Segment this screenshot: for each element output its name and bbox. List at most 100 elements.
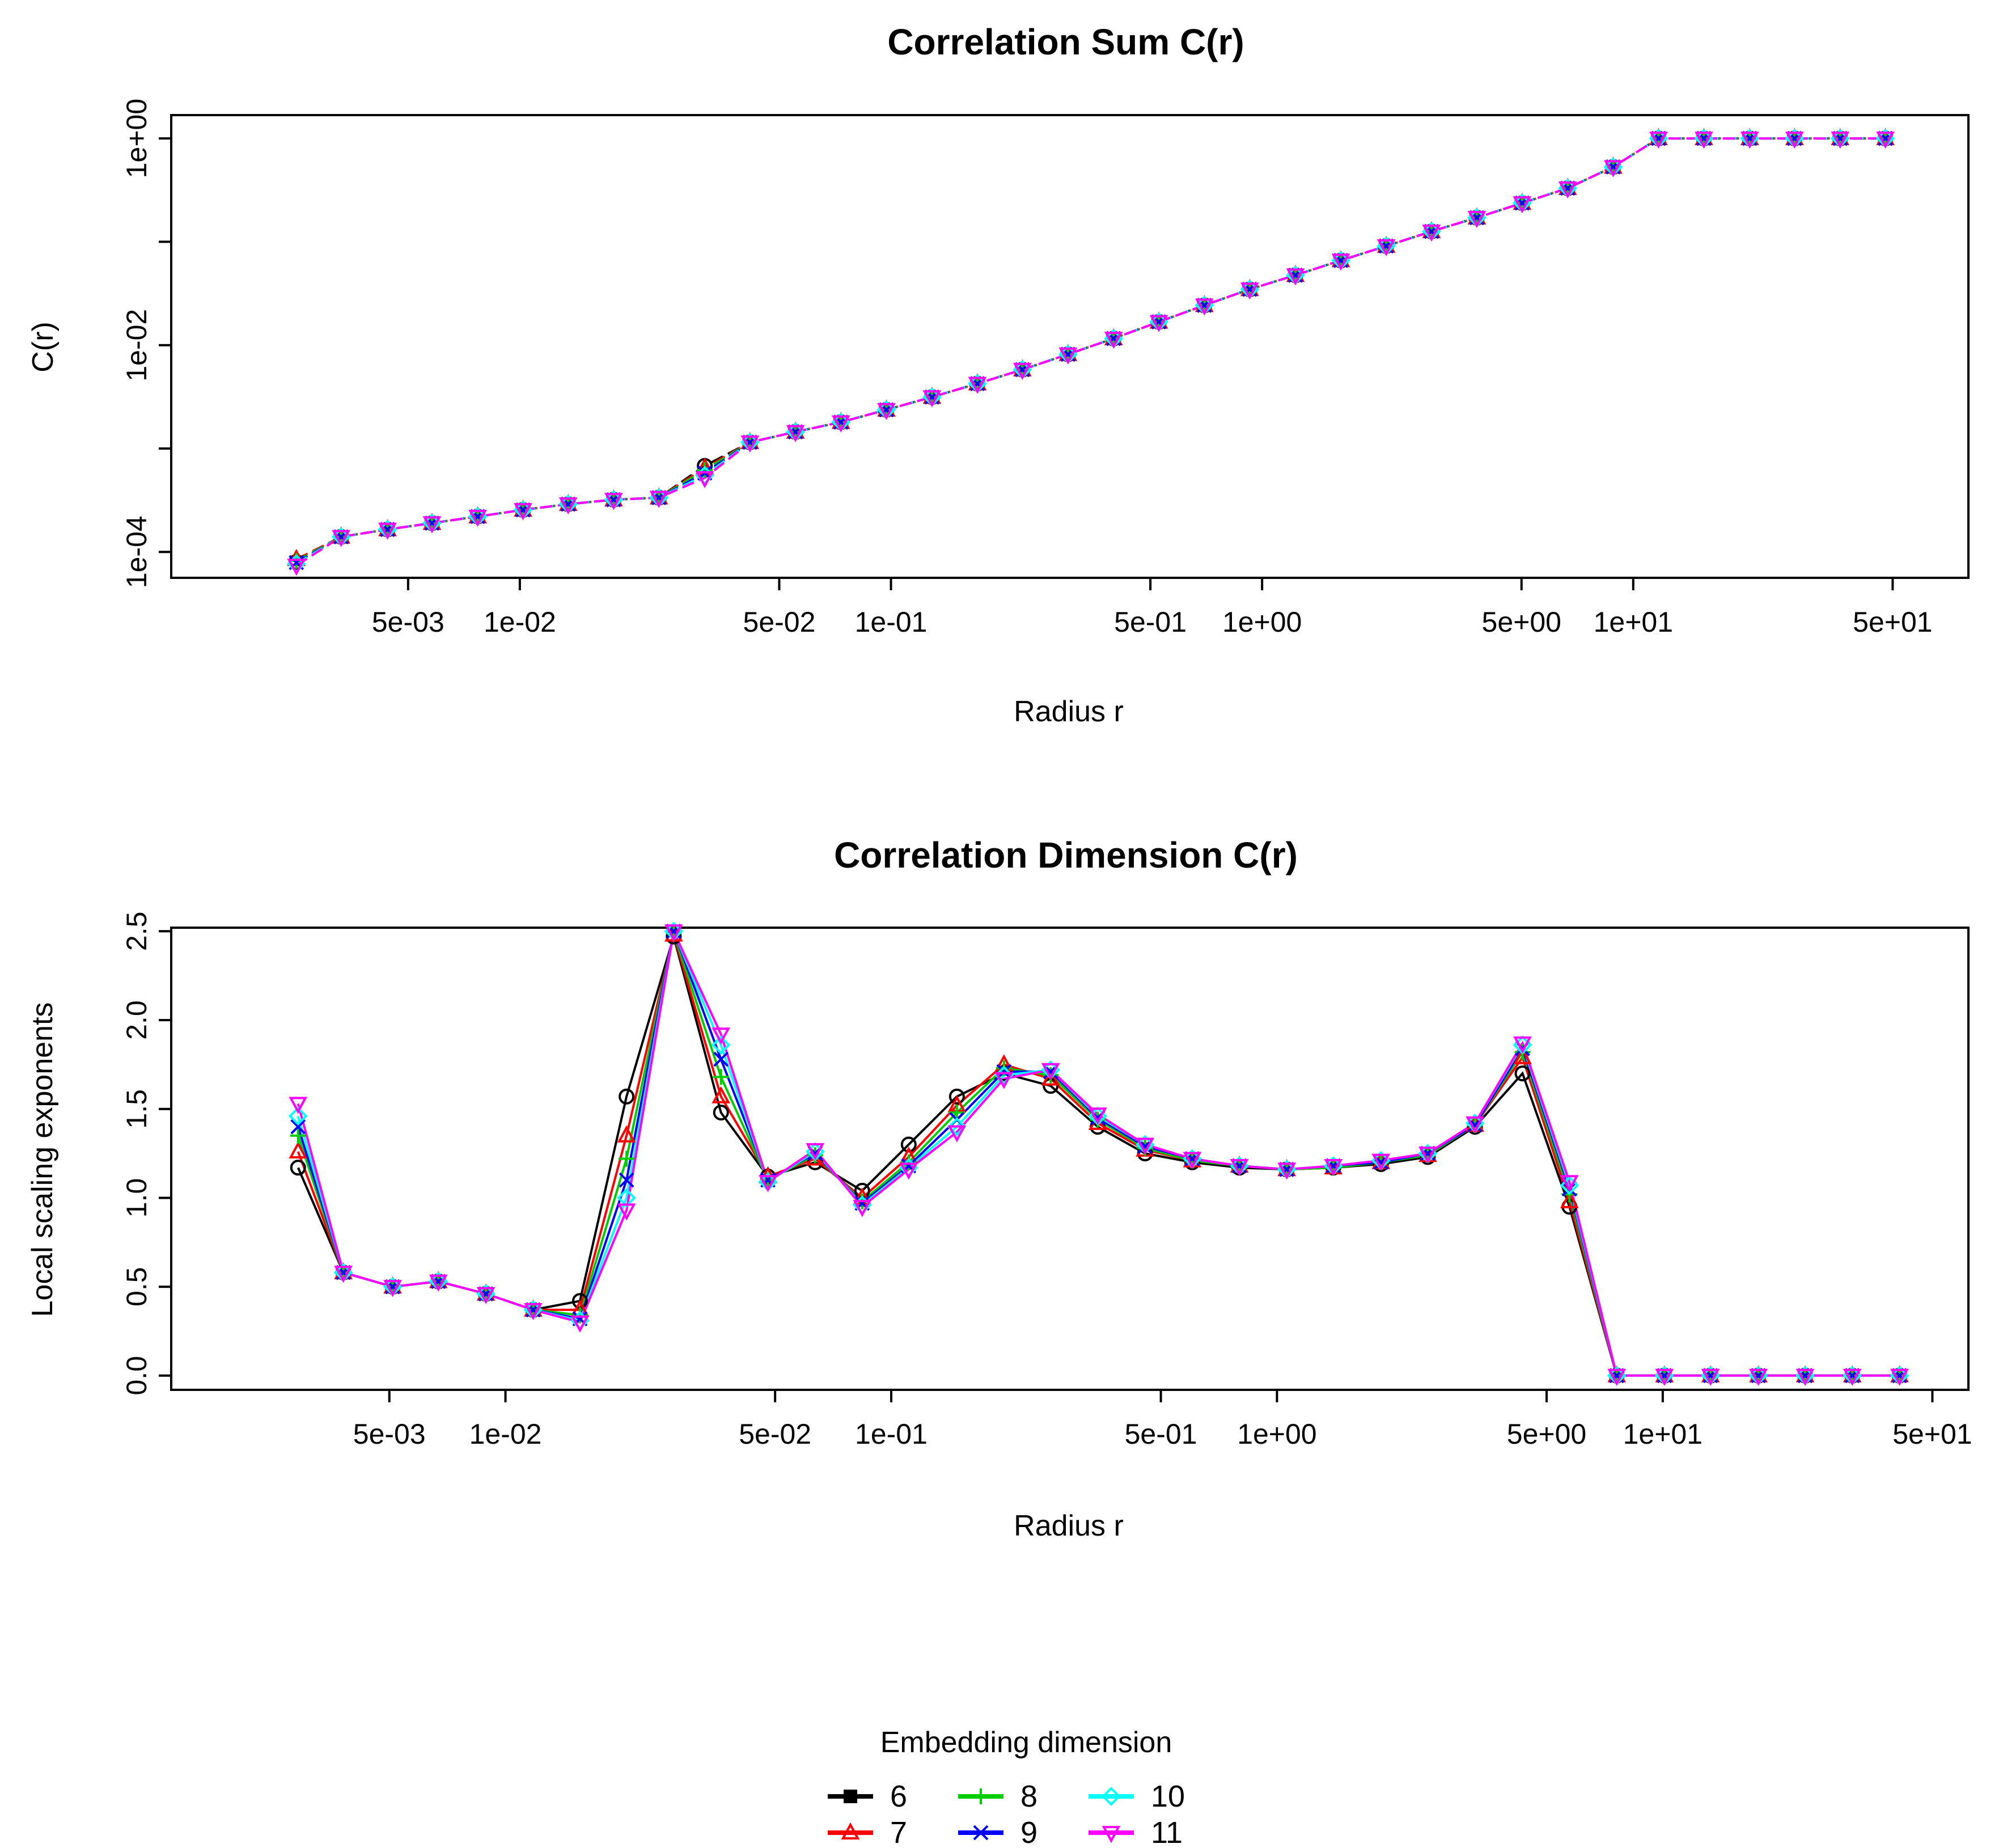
data-point-10 <box>288 1106 308 1126</box>
x-tick-label: 1e-02 <box>469 1418 542 1450</box>
data-point-8 <box>1043 1067 1059 1084</box>
series-line-10 <box>295 137 1886 565</box>
data-point-11 <box>476 1287 496 1304</box>
y-axis-label: Local scaling exponents <box>26 1002 59 1317</box>
y-tick-label: 1e-04 <box>121 515 153 588</box>
data-point-11 <box>1831 132 1850 149</box>
data-point-11 <box>468 509 487 527</box>
data-point-10 <box>617 1188 636 1208</box>
legend-label: 6 <box>890 1779 907 1813</box>
legend-label: 9 <box>1020 1816 1038 1848</box>
legend-label: 8 <box>1020 1779 1038 1813</box>
data-point-11 <box>524 1303 543 1321</box>
y-tick-label: 1e-02 <box>121 309 153 382</box>
data-point-11 <box>1422 225 1441 242</box>
legend-symbol <box>973 1788 989 1804</box>
data-point-11 <box>332 530 351 547</box>
legend-symbol <box>1102 1787 1121 1806</box>
data-point-11 <box>1230 1159 1249 1177</box>
chart-title: Correlation Sum C(r) <box>887 22 1244 62</box>
data-point-11 <box>558 497 578 515</box>
data-point-11 <box>831 415 850 433</box>
data-point-8 <box>619 1151 635 1167</box>
data-point-7 <box>289 1141 308 1158</box>
data-point-8 <box>713 1069 729 1085</box>
data-point-11 <box>1560 1175 1579 1192</box>
data-point-6 <box>619 1088 635 1105</box>
data-point-7 <box>1560 1191 1579 1208</box>
y-tick-label: 0.0 <box>121 1356 153 1395</box>
y-axis-label: C(r) <box>27 322 60 373</box>
data-point-10 <box>947 1117 967 1136</box>
legend-entry-9: 9 <box>958 1816 1038 1848</box>
data-point-11 <box>1795 1368 1815 1386</box>
data-point-11 <box>422 516 442 534</box>
data-point-11 <box>786 425 805 442</box>
data-point-11 <box>514 503 532 521</box>
x-tick-label: 5e-03 <box>353 1418 426 1450</box>
x-tick-label: 1e+01 <box>1594 606 1673 638</box>
data-point-11 <box>1183 1152 1202 1169</box>
data-point-11 <box>1149 315 1168 332</box>
data-point-11 <box>806 1143 825 1161</box>
data-point-7 <box>1041 1068 1060 1086</box>
legend-label: 7 <box>890 1816 907 1848</box>
x-tick-label: 1e+00 <box>1222 606 1302 638</box>
data-point-10 <box>1560 1175 1579 1195</box>
x-tick-label: 5e-03 <box>372 606 444 638</box>
legend-entry-10: 10 <box>1089 1779 1185 1813</box>
data-point-11 <box>1371 1153 1391 1171</box>
legend-entry-6: 6 <box>828 1779 907 1813</box>
y-tick-label: 1e+00 <box>121 99 153 178</box>
data-point-10 <box>711 1035 731 1055</box>
y-tick-label: 1.5 <box>121 1089 153 1129</box>
data-point-11 <box>1041 1063 1060 1080</box>
data-point-11 <box>1467 210 1487 229</box>
plot-frame <box>170 114 1970 579</box>
data-point-11 <box>570 1315 590 1333</box>
data-point-11 <box>604 493 623 510</box>
data-point-11 <box>1655 1368 1674 1386</box>
x-axis-label: Radius r <box>1014 695 1124 728</box>
series-line-11 <box>295 137 1886 566</box>
legend-label: 10 <box>1151 1779 1185 1813</box>
data-point-11 <box>1749 1368 1768 1386</box>
x-tick-label: 5e-02 <box>743 606 816 638</box>
legend-symbol <box>1102 1826 1121 1843</box>
x-axis-label: Radius r <box>1014 1509 1124 1542</box>
data-point-11 <box>994 1072 1014 1089</box>
data-point-8 <box>900 1154 917 1170</box>
data-point-11 <box>740 435 760 453</box>
data-point-11 <box>947 1125 967 1143</box>
data-point-11 <box>1104 331 1123 349</box>
data-point-6 <box>1514 1065 1531 1082</box>
data-point-11 <box>1377 239 1396 257</box>
correlation-sum-chart: Correlation Sum C(r) Radius r C(r) 5e-03… <box>27 22 1970 728</box>
data-point-11 <box>1876 132 1895 149</box>
data-point-11 <box>383 1280 402 1297</box>
series-line-6 <box>295 137 1886 563</box>
data-point-11 <box>1088 1107 1107 1125</box>
data-point-11 <box>1843 1368 1862 1386</box>
data-point-8 <box>571 1307 588 1323</box>
plot-frame <box>170 927 1970 1391</box>
data-point-11 <box>1331 253 1350 271</box>
x-tick-label: 5e-01 <box>1125 1418 1197 1450</box>
legend-label: 11 <box>1151 1816 1183 1848</box>
data-point-11 <box>1513 196 1532 214</box>
data-point-11 <box>1286 268 1305 286</box>
correlation-dimension-chart: Correlation Dimension C(r) Radius r Loca… <box>26 835 1972 1542</box>
data-point-11 <box>1013 362 1032 380</box>
data-point-11 <box>899 1162 918 1180</box>
data-point-11 <box>853 1200 872 1217</box>
x-tick-label: 5e+00 <box>1507 1418 1586 1450</box>
x-tick-label: 5e+01 <box>1892 1418 1972 1450</box>
y-tick-label: 0.5 <box>121 1267 153 1306</box>
data-point-11 <box>1649 132 1668 149</box>
data-point-11 <box>1466 1116 1484 1134</box>
data-point-11 <box>712 1027 731 1045</box>
data-point-11 <box>1240 282 1259 300</box>
x-tick-label: 1e+01 <box>1623 1418 1703 1450</box>
x-tick-label: 5e-02 <box>739 1418 811 1450</box>
y-tick-label: 2.0 <box>121 1000 153 1040</box>
